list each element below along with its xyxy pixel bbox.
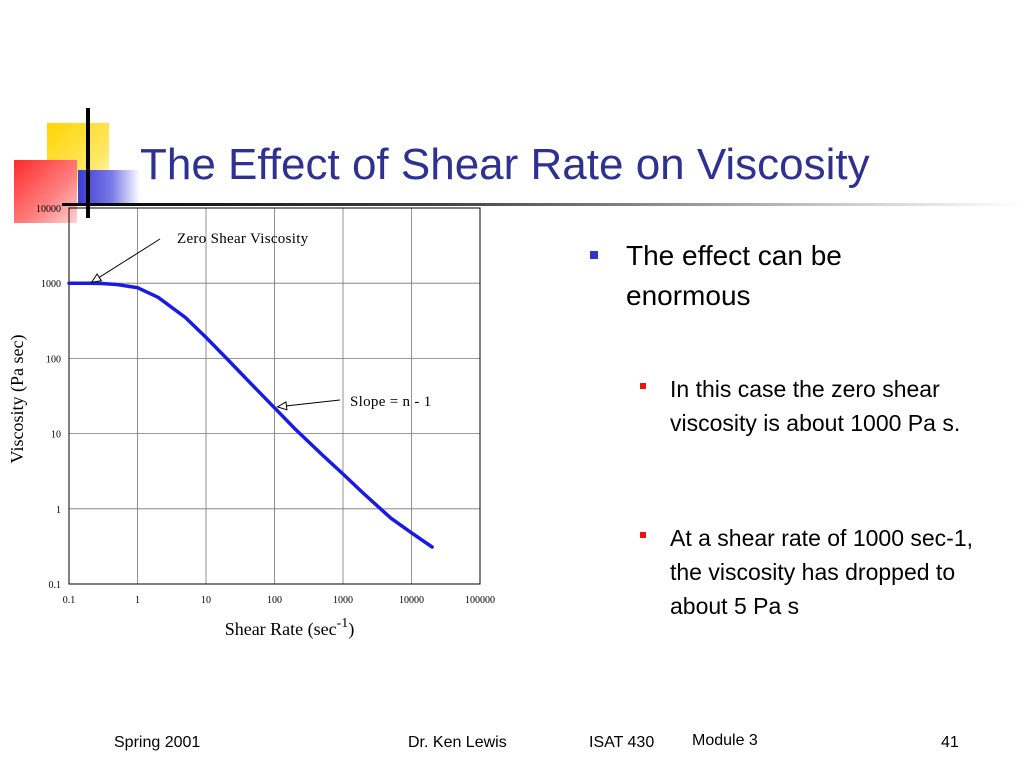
footer-author: Dr. Ken Lewis [408,734,507,751]
x-axis-label-main: Shear Rate (sec [225,619,337,640]
y-tick-label: 1 [56,505,61,516]
y-tick-labels: 0.1 1 10 100 1000 10000 [36,204,61,591]
footer-course: ISAT 430 [589,734,655,751]
viscosity-chart: 0.1 1 10 100 1000 10000 100000 0.1 1 10 100 1000 10… [7,204,495,640]
footer-module: Module 3 [692,732,758,749]
y-tick-label: 1000 [41,279,61,290]
x-axis-label-close: ) [348,619,354,640]
bullet-marker-red [640,383,646,389]
x-axis-label-sup: -1 [337,616,349,631]
annotation-label: Slope = n - 1 [350,394,432,410]
x-tick-label: 0.1 [63,595,76,606]
bullet-marker-blue [590,251,598,259]
y-tick-label: 10 [51,430,61,441]
bullet-main-text: The effect can be enormous [626,240,842,311]
x-tick-label: 100 [267,595,282,606]
y-tick-label: 100 [46,354,61,365]
x-tick-label: 1 [135,595,140,606]
y-tick-label: 10000 [36,204,61,215]
annotation-leader [91,238,161,283]
x-axis-label: Shear Rate (sec-1) [225,616,355,640]
chart-annotations: Zero Shear Viscosity Slope = n - 1 [90,231,432,411]
bullet-sub-1-text: In this case the zero shear viscosity is… [670,376,961,436]
viscosity-curve [67,281,434,549]
x-tick-labels: 0.1 1 10 100 1000 10000 100000 [63,595,495,606]
x-tick-label: 1000 [333,595,353,606]
title-underline [62,203,1024,206]
x-tick-label: 10 [201,595,211,606]
annotation-arrowhead [276,401,288,411]
annotation-label: Zero Shear Viscosity [177,231,309,247]
y-tick-label: 0.1 [49,580,62,591]
footer-date: Spring 2001 [114,734,201,751]
footer-page-number: 41 [941,734,959,751]
deco-red-square [14,160,77,223]
deco-vertical-line [86,108,90,218]
annotation-leader [277,399,341,408]
y-axis-label: Viscosity (Pa sec) [7,335,28,464]
bullet-marker-red [640,532,646,538]
plot-frame [68,207,481,585]
x-tick-label: 10000 [399,595,424,606]
slide-title: The Effect of Shear Rate on Viscosity [140,140,870,189]
annotation-arrowhead [90,273,103,283]
x-tick-label: 100000 [465,595,495,606]
bullet-sub-2-text: At a shear rate of 1000 sec-1, the visco… [670,525,974,619]
